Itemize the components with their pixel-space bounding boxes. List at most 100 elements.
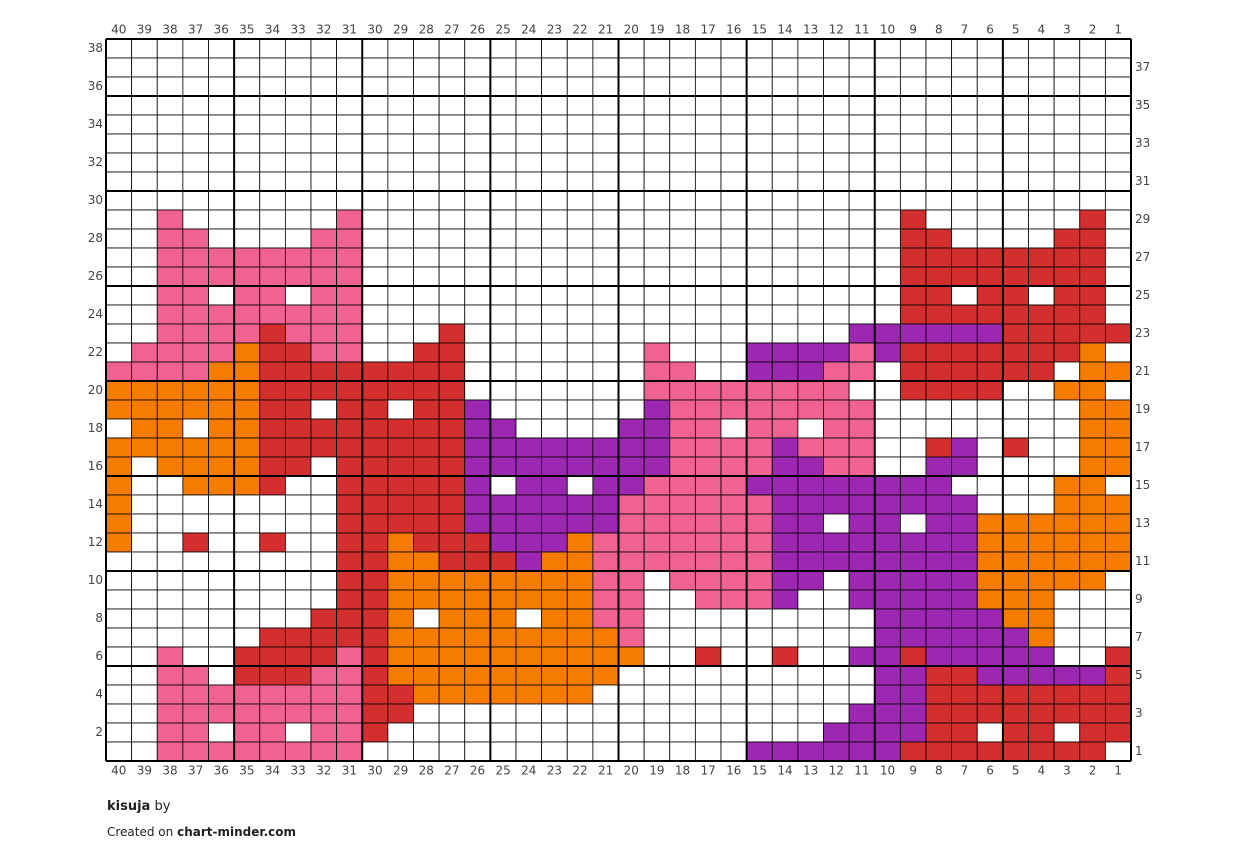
stitch (976, 76, 1004, 97)
column-label: 29 (393, 23, 408, 37)
stitch (823, 190, 850, 211)
stitch (208, 456, 235, 477)
stitch (284, 304, 312, 325)
stitch (259, 741, 286, 762)
stitch (208, 589, 235, 610)
stitch (105, 247, 133, 268)
row-label: 2 (95, 725, 103, 739)
stitch (131, 570, 158, 591)
stitch (515, 95, 543, 116)
stitch (182, 57, 209, 78)
stitch (1053, 57, 1081, 78)
stitch (413, 247, 440, 268)
stitch (156, 741, 184, 762)
stitch (233, 399, 261, 420)
stitch (208, 266, 235, 287)
stitch (541, 627, 568, 648)
stitch (874, 247, 901, 268)
stitch (797, 361, 824, 382)
row-label: 30 (88, 193, 103, 207)
stitch (669, 418, 696, 439)
stitch (1002, 228, 1029, 249)
stitch (1028, 342, 1055, 363)
column-label: 35 (239, 23, 254, 37)
stitch (771, 76, 799, 97)
stitch (1079, 95, 1106, 116)
stitch (541, 380, 568, 401)
column-label: 1 (1114, 23, 1122, 37)
stitch (156, 285, 184, 306)
stitch (156, 76, 184, 97)
stitch (694, 380, 722, 401)
stitch (1079, 114, 1106, 135)
stitch (1002, 494, 1029, 515)
stitch (515, 684, 543, 705)
stitch (361, 570, 389, 591)
stitch (1079, 741, 1106, 762)
stitch (618, 437, 645, 458)
stitch (951, 380, 978, 401)
stitch (310, 57, 338, 78)
stitch (1002, 133, 1029, 154)
row-label: 3 (1135, 706, 1143, 720)
stitch (976, 247, 1004, 268)
stitch (771, 133, 799, 154)
stitch (156, 589, 184, 610)
stitch (1002, 304, 1029, 325)
stitch (746, 684, 773, 705)
stitch (1002, 266, 1029, 287)
stitch (131, 456, 158, 477)
stitch (233, 95, 261, 116)
stitch (592, 133, 619, 154)
stitch (618, 228, 645, 249)
stitch (489, 399, 517, 420)
stitch (694, 570, 722, 591)
stitch (156, 646, 184, 667)
stitch (208, 418, 235, 439)
stitch (361, 741, 389, 762)
stitch (566, 532, 594, 553)
stitch (259, 304, 286, 325)
stitch (848, 589, 876, 610)
stitch (925, 342, 953, 363)
stitch (387, 627, 414, 648)
stitch (746, 152, 773, 173)
stitch (720, 665, 748, 686)
row-label: 1 (1135, 744, 1143, 758)
stitch (387, 342, 414, 363)
column-label: 8 (935, 23, 943, 37)
stitch (1002, 399, 1029, 420)
stitch (156, 684, 184, 705)
stitch (823, 209, 850, 230)
stitch (105, 323, 133, 344)
stitch (874, 722, 901, 743)
stitch (131, 57, 158, 78)
stitch (566, 437, 594, 458)
stitch (1104, 228, 1132, 249)
stitch (925, 380, 953, 401)
stitch (208, 95, 235, 116)
stitch (361, 627, 389, 648)
stitch (1104, 152, 1132, 173)
stitch (541, 76, 568, 97)
stitch (797, 475, 824, 496)
stitch (259, 437, 286, 458)
stitch (1028, 133, 1055, 154)
stitch (746, 190, 773, 211)
stitch (899, 418, 927, 439)
stitch (643, 418, 671, 439)
stitch (361, 399, 389, 420)
stitch (438, 361, 466, 382)
stitch (336, 380, 363, 401)
stitch (413, 551, 440, 572)
stitch (464, 684, 491, 705)
column-label: 2 (1089, 23, 1097, 37)
stitch (899, 190, 927, 211)
stitch (848, 114, 876, 135)
stitch (797, 38, 824, 59)
stitch (156, 114, 184, 135)
stitch (361, 380, 389, 401)
stitch (848, 418, 876, 439)
stitch (515, 532, 543, 553)
stitch (131, 114, 158, 135)
